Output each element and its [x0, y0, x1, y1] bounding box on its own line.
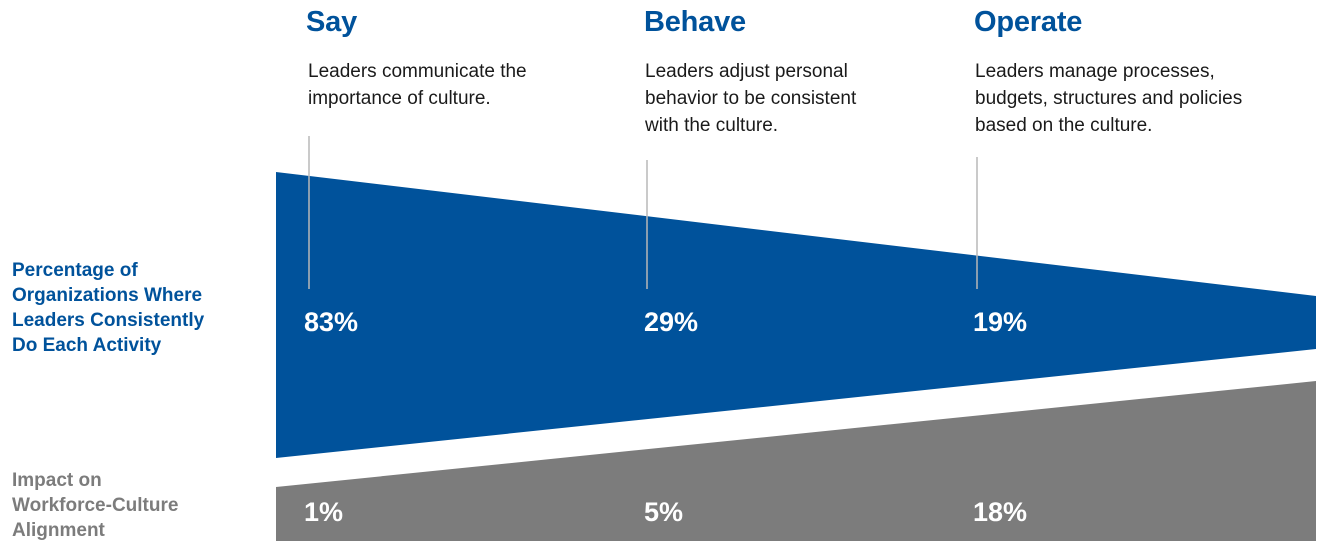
impact-value-behave: 5%	[644, 497, 684, 527]
row-label-percentage: Percentage of Organizations Where Leader…	[12, 258, 282, 358]
impact-value-operate: 18%	[973, 497, 1028, 527]
description-line: importance of culture.	[308, 88, 491, 109]
row-label-line: Leaders Consistently	[12, 310, 205, 331]
stage-description-say: Leaders communicate the importance of cu…	[308, 58, 648, 112]
impact-wedge	[276, 381, 1316, 541]
percentage-value-say: 83%	[304, 307, 359, 337]
stage-description-operate: Leaders manage processes, budgets, struc…	[975, 58, 1315, 139]
stage-heading-say: Say	[306, 6, 357, 38]
stage-heading-operate: Operate	[974, 6, 1083, 38]
row-label-impact: Impact on Workforce-Culture Alignment	[12, 468, 282, 543]
impact-value-say: 1%	[304, 497, 344, 527]
row-label-line: Impact on	[12, 470, 102, 491]
description-line: budgets, structures and policies	[975, 88, 1243, 109]
percentage-value-operate: 19%	[973, 307, 1028, 337]
description-line: Leaders manage processes,	[975, 61, 1215, 82]
stage-heading-behave: Behave	[644, 6, 746, 38]
row-label-line: Do Each Activity	[12, 335, 162, 356]
row-label-line: Workforce-Culture	[12, 495, 179, 516]
corner-arrow-notch	[1214, 547, 1240, 559]
percentage-wedge	[276, 172, 1316, 458]
row-label-line: Organizations Where	[12, 285, 203, 306]
description-line: behavior to be consistent	[645, 88, 857, 109]
percentage-value-behave: 29%	[644, 307, 699, 337]
description-line: with the culture.	[645, 115, 779, 136]
description-line: Leaders communicate the	[308, 61, 527, 82]
description-line: Leaders adjust personal	[645, 61, 848, 82]
row-label-line: Percentage of	[12, 260, 138, 281]
row-label-line: Alignment	[12, 520, 105, 541]
stage-description-behave: Leaders adjust personal behavior to be c…	[645, 58, 985, 139]
description-line: based on the culture.	[975, 115, 1153, 136]
